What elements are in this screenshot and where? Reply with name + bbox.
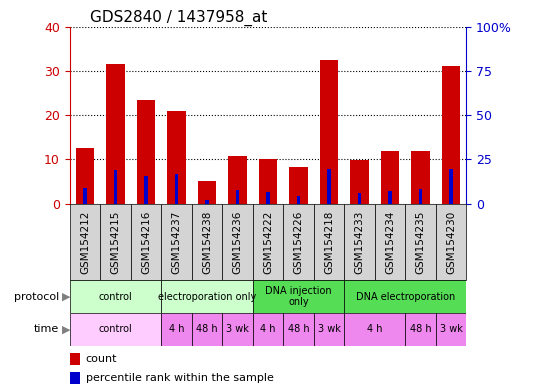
Text: DNA injection
only: DNA injection only xyxy=(265,286,332,308)
Bar xyxy=(253,280,344,313)
Bar xyxy=(161,280,253,313)
Bar xyxy=(253,313,283,346)
Bar xyxy=(83,188,87,204)
Bar xyxy=(327,169,331,204)
Bar xyxy=(205,200,209,204)
Bar xyxy=(344,313,405,346)
Bar xyxy=(297,195,300,204)
Bar xyxy=(358,193,361,204)
Bar xyxy=(283,313,314,346)
Text: GDS2840 / 1437958_at: GDS2840 / 1437958_at xyxy=(90,9,267,25)
Bar xyxy=(436,204,466,280)
Text: time: time xyxy=(34,324,59,334)
Bar xyxy=(222,204,253,280)
Text: protocol: protocol xyxy=(14,291,59,302)
Bar xyxy=(228,156,247,204)
Text: GSM154237: GSM154237 xyxy=(172,210,182,274)
Bar xyxy=(70,313,161,346)
Bar xyxy=(70,280,161,313)
Bar xyxy=(289,167,308,204)
Bar xyxy=(449,169,453,204)
Text: 4 h: 4 h xyxy=(367,324,383,334)
Text: GSM154238: GSM154238 xyxy=(202,210,212,274)
Text: GSM154236: GSM154236 xyxy=(233,210,242,274)
Text: 3 wk: 3 wk xyxy=(318,324,340,334)
Text: DNA electroporation: DNA electroporation xyxy=(356,291,455,302)
Text: GSM154234: GSM154234 xyxy=(385,210,395,274)
Text: 48 h: 48 h xyxy=(196,324,218,334)
Bar xyxy=(167,111,185,204)
Text: 3 wk: 3 wk xyxy=(440,324,463,334)
Bar xyxy=(192,204,222,280)
Bar xyxy=(389,191,392,204)
Bar xyxy=(412,151,430,204)
Text: 48 h: 48 h xyxy=(410,324,431,334)
Text: GSM154222: GSM154222 xyxy=(263,210,273,274)
Bar xyxy=(283,204,314,280)
Text: 4 h: 4 h xyxy=(169,324,184,334)
Bar xyxy=(161,204,192,280)
Bar xyxy=(344,280,466,313)
Text: percentile rank within the sample: percentile rank within the sample xyxy=(86,373,273,383)
Text: GSM154212: GSM154212 xyxy=(80,210,90,274)
Bar xyxy=(70,353,79,365)
Text: GSM154233: GSM154233 xyxy=(354,210,364,274)
Bar xyxy=(131,204,161,280)
Text: GSM154235: GSM154235 xyxy=(415,210,426,274)
Text: ▶: ▶ xyxy=(62,291,70,302)
Bar xyxy=(375,204,405,280)
Text: 4 h: 4 h xyxy=(260,324,276,334)
Text: control: control xyxy=(99,324,132,334)
Bar xyxy=(405,313,436,346)
Bar xyxy=(320,60,338,204)
Bar xyxy=(222,313,253,346)
Text: electroporation only: electroporation only xyxy=(158,291,256,302)
Bar xyxy=(344,204,375,280)
Bar xyxy=(106,65,124,204)
Bar xyxy=(266,192,270,204)
Bar xyxy=(76,148,94,204)
Bar xyxy=(314,204,344,280)
Bar xyxy=(381,151,399,204)
Bar xyxy=(100,204,131,280)
Text: GSM154218: GSM154218 xyxy=(324,210,334,274)
Bar xyxy=(175,174,178,204)
Text: control: control xyxy=(99,291,132,302)
Text: ▶: ▶ xyxy=(62,324,70,334)
Bar xyxy=(405,204,436,280)
Text: GSM154226: GSM154226 xyxy=(294,210,303,274)
Bar xyxy=(259,159,277,204)
Bar xyxy=(314,313,344,346)
Bar xyxy=(192,313,222,346)
Bar xyxy=(253,204,283,280)
Bar xyxy=(198,182,216,204)
Bar xyxy=(70,372,79,384)
Text: GSM154215: GSM154215 xyxy=(110,210,121,274)
Text: GSM154216: GSM154216 xyxy=(141,210,151,274)
Text: 48 h: 48 h xyxy=(288,324,309,334)
Bar xyxy=(442,66,460,204)
Text: count: count xyxy=(86,354,117,364)
Bar xyxy=(436,313,466,346)
Bar xyxy=(114,170,117,204)
Bar xyxy=(144,176,147,204)
Bar xyxy=(70,204,100,280)
Bar xyxy=(161,313,192,346)
Bar xyxy=(419,189,422,204)
Bar xyxy=(351,160,369,204)
Bar xyxy=(137,100,155,204)
Text: 3 wk: 3 wk xyxy=(226,324,249,334)
Text: GSM154230: GSM154230 xyxy=(446,210,456,273)
Bar xyxy=(236,190,239,204)
